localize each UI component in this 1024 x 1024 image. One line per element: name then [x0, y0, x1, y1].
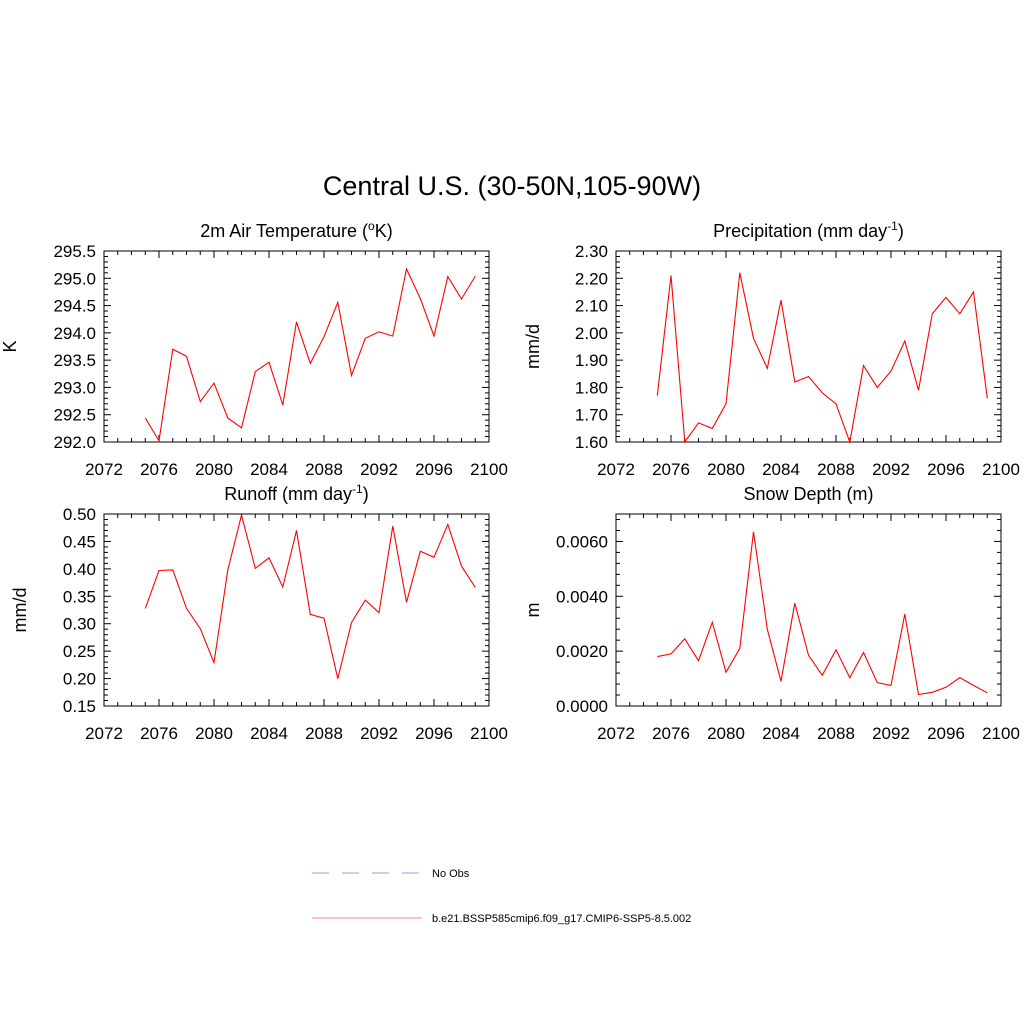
y-tick-label: 0.40 — [63, 560, 96, 579]
x-tick-label: 2076 — [652, 460, 690, 479]
y-tick-label: 0.30 — [63, 615, 96, 634]
panel-title: Runoff (mm day-1) — [224, 482, 368, 504]
panel-1: 2072 2076 2080 2084 2088 2092 2096 2100 292.0 292… — [0, 219, 508, 479]
x-tick-label: 2100 — [982, 460, 1020, 479]
x-tick-label: 2096 — [927, 460, 965, 479]
x-tick-label: 2088 — [305, 724, 343, 743]
panel-title: Snow Depth (m) — [743, 484, 873, 504]
y-tick-label: 0.20 — [63, 670, 96, 689]
legend-label-1: No Obs — [432, 868, 470, 880]
x-tick-label: 2100 — [470, 724, 508, 743]
y-tick-label: 2.00 — [575, 324, 608, 343]
y-axis-label: mm/d — [523, 324, 543, 369]
x-tick-label: 2100 — [470, 460, 508, 479]
y-axis-label: m — [523, 603, 543, 618]
y-tick-label: 0.0040 — [556, 587, 608, 606]
y-tick-label: 293.5 — [53, 351, 96, 370]
y-tick-label: 0.0000 — [556, 697, 608, 716]
y-tick-label: 295.5 — [53, 242, 96, 261]
y-axis-label: K — [0, 340, 20, 352]
y-tick-label: 0.50 — [63, 505, 96, 524]
x-tick-label: 2092 — [872, 460, 910, 479]
panel-4: 2072 2076 2080 2084 2088 2092 2096 2100 0.0000 0.… — [523, 484, 1020, 743]
y-tick-label: 2.10 — [575, 297, 608, 316]
plot-frame — [103, 513, 490, 707]
y-tick-label: 0.35 — [63, 587, 96, 606]
plot-frame — [103, 250, 490, 443]
series-line-model — [144, 267, 476, 443]
series-line-model — [144, 514, 476, 679]
x-tick-label: 2096 — [415, 460, 453, 479]
x-tick-label: 2084 — [762, 460, 800, 479]
x-tick-label: 2076 — [140, 724, 178, 743]
x-tick-label: 2080 — [707, 724, 745, 743]
y-tick-label: 295.0 — [53, 269, 96, 288]
x-tick-label: 2092 — [360, 460, 398, 479]
y-tick-label: 0.45 — [63, 532, 96, 551]
y-tick-label: 1.80 — [575, 378, 608, 397]
x-tick-label: 2088 — [305, 460, 343, 479]
y-tick-label: 0.15 — [63, 697, 96, 716]
panels: 2072 2076 2080 2084 2088 2092 2096 2100 292.0 292… — [0, 219, 1020, 743]
x-tick-label: 2072 — [597, 460, 635, 479]
series-line-model — [657, 531, 988, 696]
x-tick-label: 2092 — [360, 724, 398, 743]
x-tick-label: 2080 — [707, 460, 745, 479]
y-axis-label: mm/d — [10, 588, 30, 633]
y-tick-label: 1.70 — [575, 406, 608, 425]
x-tick-label: 2100 — [982, 724, 1020, 743]
x-tick-label: 2088 — [817, 460, 855, 479]
figure-title: Central U.S. (30-50N,105-90W) — [323, 171, 701, 201]
y-tick-label: 292.5 — [53, 406, 96, 425]
y-tick-label: 1.90 — [575, 351, 608, 370]
y-tick-label: 2.30 — [575, 242, 608, 261]
x-tick-label: 2084 — [762, 724, 800, 743]
panel-2: 2072 2076 2080 2084 2088 2092 2096 2100 1.60 1.70… — [523, 219, 1020, 479]
legend: No Obs b.e21.BSSP585cmip6.f09_g17.CMIP6-S… — [312, 868, 691, 925]
x-tick-label: 2072 — [85, 724, 123, 743]
y-tick-label: 292.0 — [53, 433, 96, 452]
x-tick-label: 2088 — [817, 724, 855, 743]
panel-3: 2072 2076 2080 2084 2088 2092 2096 2100 0.15 0.20… — [10, 482, 508, 743]
x-tick-label: 2076 — [140, 460, 178, 479]
x-tick-label: 2076 — [652, 724, 690, 743]
plot-frame — [615, 513, 1002, 707]
x-tick-label: 2096 — [415, 724, 453, 743]
panel-title: Precipitation (mm day-1) — [713, 219, 904, 241]
x-tick-label: 2080 — [195, 724, 233, 743]
series-line-model — [656, 272, 988, 445]
plot-frame — [615, 250, 1002, 443]
x-tick-label: 2084 — [250, 460, 288, 479]
y-tick-label: 294.5 — [53, 297, 96, 316]
x-tick-label: 2084 — [250, 724, 288, 743]
y-tick-label: 2.20 — [575, 269, 608, 288]
y-tick-label: 0.25 — [63, 642, 96, 661]
x-tick-label: 2072 — [85, 460, 123, 479]
y-tick-label: 294.0 — [53, 324, 96, 343]
x-tick-label: 2072 — [597, 724, 635, 743]
panel-title: 2m Air Temperature (oK) — [200, 219, 392, 241]
x-tick-label: 2092 — [872, 724, 910, 743]
y-tick-label: 0.0060 — [556, 532, 608, 551]
x-tick-label: 2096 — [927, 724, 965, 743]
y-tick-label: 1.60 — [575, 433, 608, 452]
y-tick-label: 293.0 — [53, 378, 96, 397]
y-tick-label: 0.0020 — [556, 642, 608, 661]
legend-label-2: b.e21.BSSP585cmip6.f09_g17.CMIP6-SSP5-8.… — [432, 913, 691, 925]
x-tick-label: 2080 — [195, 460, 233, 479]
